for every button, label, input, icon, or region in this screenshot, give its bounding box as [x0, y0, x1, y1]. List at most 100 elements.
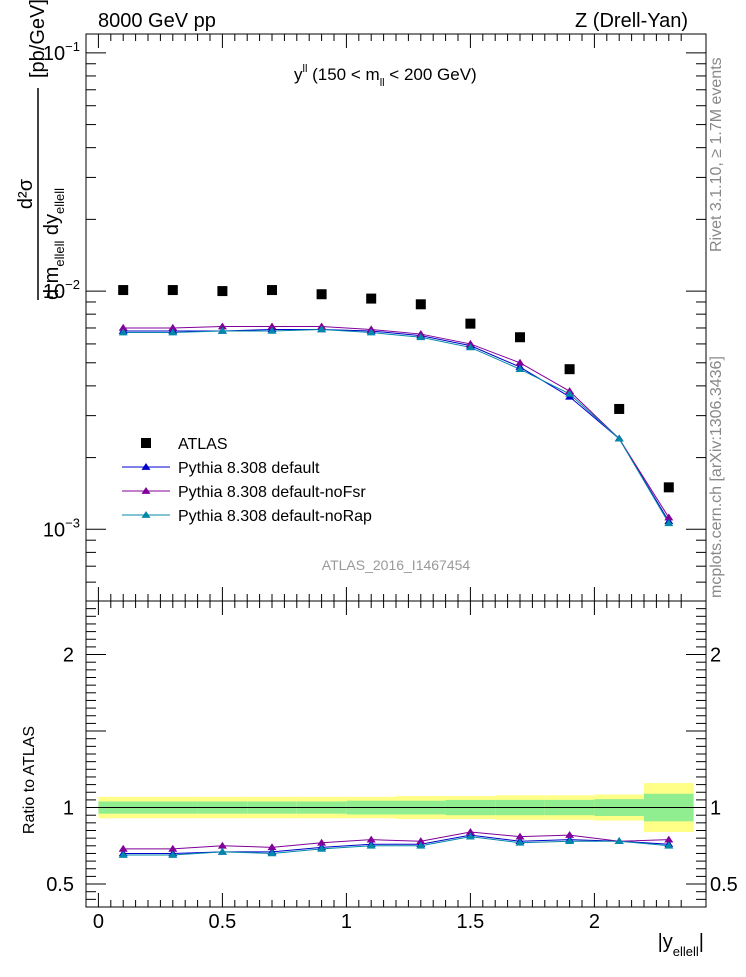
data-point	[118, 323, 128, 331]
ratio-data-point	[118, 850, 128, 858]
ratio-y-tick-label-right: 0.5	[710, 874, 738, 896]
ratio-data-point	[416, 837, 426, 845]
ratio-data-point	[565, 837, 575, 845]
ratio-series-line	[123, 834, 669, 854]
data-point	[366, 328, 376, 336]
ratio-data-point	[317, 838, 327, 846]
y-label-den-a: d m	[41, 267, 63, 300]
ratio-data-point	[267, 849, 277, 857]
y-label-den-b: dy	[41, 214, 63, 241]
ratio-data-point	[515, 832, 525, 840]
legend-entry: Pythia 8.308 default-noRap	[122, 508, 372, 525]
data-point	[664, 513, 674, 521]
data-point	[465, 318, 476, 329]
ratio-y-tick-label-right: 2	[710, 645, 721, 667]
ratio-y-tick-label-right: 1	[710, 798, 721, 820]
legend-label: Pythia 8.308 default-noRap	[178, 508, 372, 525]
ratio-plot-panel: 0.5 0.5 1 1 2 2 0 0.5 1 1.5 2 Ratio to ATLAS |yel…	[21, 600, 738, 959]
ratio-y-tick-labels: 0.5 0.5 1 1 2 2	[46, 645, 738, 897]
data-point	[515, 332, 525, 343]
data-point	[267, 326, 277, 334]
x-tick-label: 0	[93, 911, 104, 933]
data-point	[465, 339, 475, 347]
ratio-data-point	[217, 847, 227, 855]
y-tick-label: 10−1	[43, 39, 80, 65]
data-point	[168, 323, 178, 331]
ratio-data-point	[565, 831, 575, 838]
legend-marker	[141, 462, 151, 470]
y-label-den-sub2: ellell	[52, 188, 67, 214]
data-point	[663, 482, 674, 493]
main-plot-panel: 10−3 10−2 10−1 yll (150 < mll < 200 GeV) d…	[15, 0, 707, 602]
ratio-data-point	[465, 827, 475, 835]
legend: ATLAS Pythia 8.308 default Pythia 8.308 de…	[122, 436, 372, 525]
x-axis-label: |yellell|	[658, 931, 704, 959]
y-tick-label: 10−3	[43, 515, 80, 541]
ratio-data-point	[416, 841, 426, 849]
panel-title-rest: (150 < m	[307, 65, 379, 84]
y-label-unit: [pb/GeV]	[27, 0, 49, 78]
data-point	[416, 333, 426, 341]
ratio-series-line	[123, 831, 669, 850]
ratio-y-tick-label: 1	[63, 798, 74, 820]
legend-entry: Pythia 8.308 default	[122, 460, 320, 477]
y-label-denominator: d mellell dyellell	[41, 188, 67, 300]
ratio-data-point	[168, 844, 178, 852]
data-point	[564, 364, 575, 375]
data-point	[664, 519, 674, 527]
header-right: Z (Drell-Yan)	[575, 10, 688, 32]
ratio-data-point	[664, 835, 674, 843]
ratio-data-point	[118, 844, 128, 852]
y-label-den-sub1: ellell	[52, 241, 67, 267]
x-label-main: |y	[658, 931, 673, 953]
x-tick-label: 1	[341, 911, 352, 933]
y-tick-label: 10−2	[43, 277, 80, 303]
panel-title-tail: < 200 GeV)	[385, 65, 477, 84]
ratio-data-point	[664, 841, 674, 849]
ratio-plot-frame	[85, 600, 707, 908]
data-point	[317, 325, 327, 333]
data-point	[465, 343, 475, 351]
ratio-series-line	[123, 836, 669, 856]
data-point	[267, 322, 277, 330]
panel-title-sub: ll	[380, 77, 385, 89]
main-plot-y-tick-labels: 10−3 10−2 10−1	[43, 39, 80, 541]
header-left: 8000 GeV pp	[98, 10, 216, 32]
data-point	[217, 326, 227, 334]
ratio-data-point	[515, 838, 525, 846]
main-plot-y-axis-label: d²σ d mellell dyellell [pb/GeV]	[15, 0, 67, 300]
panel-title: yll (150 < mll < 200 GeV)	[294, 63, 477, 89]
data-point	[217, 322, 227, 330]
series-line	[123, 328, 670, 524]
legend-label: Pythia 8.308 default	[178, 460, 320, 477]
x-label-close: |	[699, 931, 704, 953]
main-plot-ticks	[85, 34, 706, 602]
ratio-plot-ticks	[85, 600, 706, 907]
data-point	[415, 299, 426, 310]
data-point	[614, 434, 624, 442]
ratio-data-point	[168, 850, 178, 858]
data-point	[565, 389, 575, 397]
legend-marker	[141, 438, 151, 448]
ratio-data-point	[614, 837, 624, 845]
data-point	[118, 328, 128, 336]
ratio-data-point	[366, 835, 376, 843]
ratio-data-point	[217, 841, 227, 849]
data-point	[614, 403, 625, 414]
legend-marker	[141, 510, 151, 518]
ratio-series	[118, 827, 674, 858]
x-tick-label: 0.5	[208, 911, 236, 933]
analysis-watermark: ATLAS_2016_I1467454	[322, 557, 471, 573]
ratio-y-tick-label: 0.5	[46, 874, 74, 896]
rivet-version-label: Rivet 3.1.10, ≥ 1.7M events	[708, 57, 725, 252]
legend-marker	[141, 486, 151, 494]
ratio-data-point	[267, 843, 277, 851]
ratio-y-axis-label: Ratio to ATLAS	[21, 726, 38, 834]
main-plot-series	[118, 285, 674, 527]
series-line	[123, 326, 670, 518]
data-point	[118, 285, 129, 296]
data-point	[316, 289, 327, 300]
x-label-sub: ellell	[673, 944, 699, 959]
ratio-data-point	[366, 841, 376, 849]
